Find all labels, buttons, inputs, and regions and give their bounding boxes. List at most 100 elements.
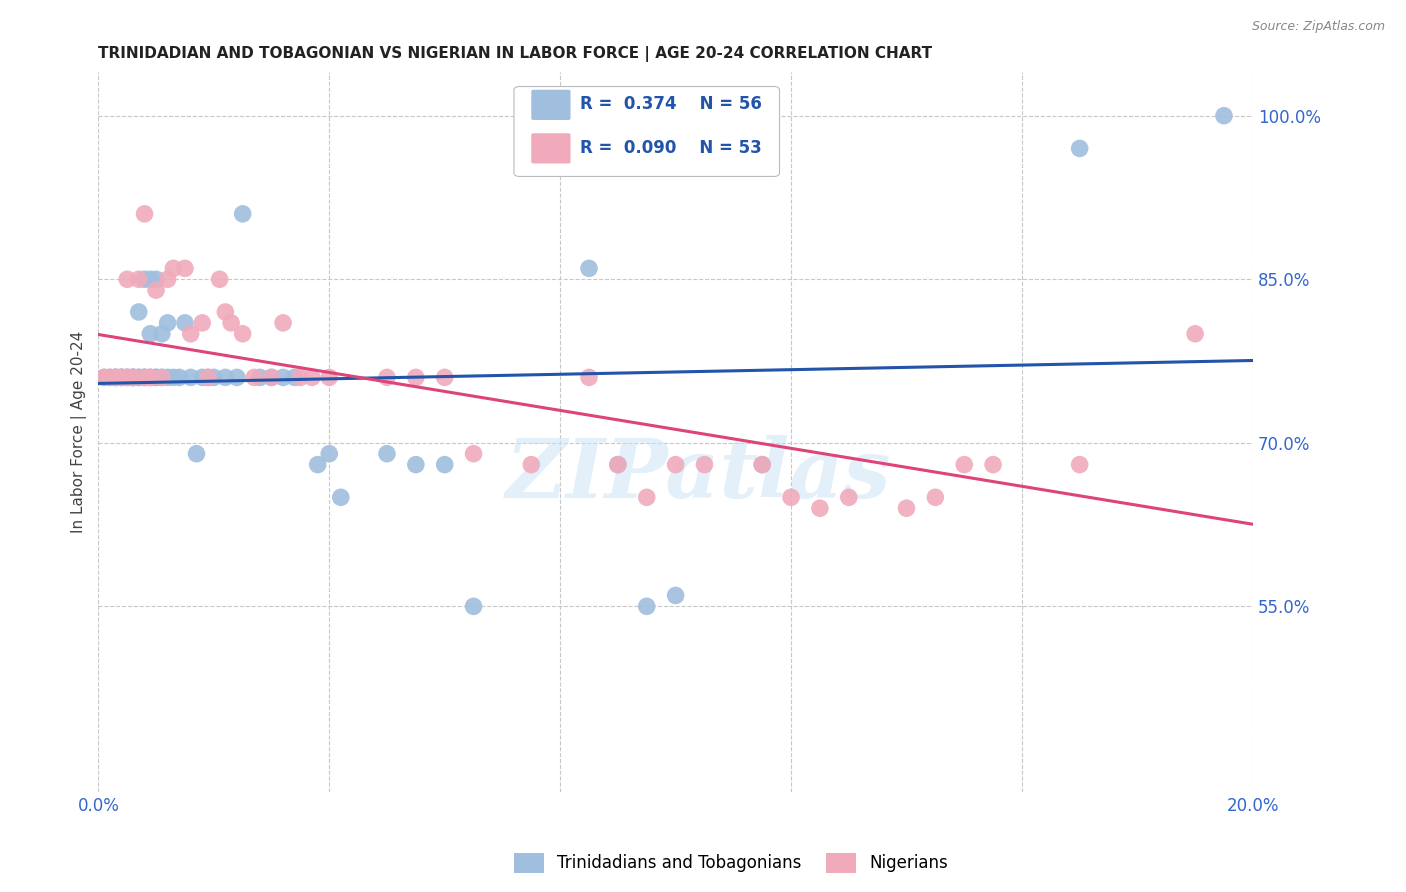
Point [180, 326, 202, 341]
Legend: Trinidadians and Tobagonians, Nigerians: Trinidadians and Tobagonians, Nigerians [508, 847, 955, 880]
Point [122, 370, 145, 384]
Point [751, 458, 773, 472]
Point [122, 370, 145, 384]
Point [115, 370, 138, 384]
Point [156, 272, 179, 286]
Point [243, 370, 266, 384]
Point [174, 261, 197, 276]
FancyBboxPatch shape [531, 90, 571, 120]
Point [150, 326, 173, 341]
Point [693, 458, 716, 472]
Point [134, 272, 156, 286]
Point [284, 370, 307, 384]
Point [128, 305, 150, 319]
Point [104, 370, 127, 384]
Point [260, 370, 283, 384]
Point [128, 272, 150, 286]
Point [249, 370, 271, 384]
Point [329, 491, 352, 505]
Y-axis label: In Labor Force | Age 20-24: In Labor Force | Age 20-24 [72, 331, 87, 533]
Point [463, 599, 485, 614]
Point [780, 491, 803, 505]
Point [606, 458, 628, 472]
Point [665, 458, 688, 472]
Point [134, 370, 156, 384]
Text: ZIPatlas: ZIPatlas [506, 435, 891, 515]
Point [110, 370, 132, 384]
Point [271, 370, 294, 384]
Point [145, 283, 167, 297]
Point [520, 458, 543, 472]
Point [134, 207, 156, 221]
Point [115, 370, 138, 384]
Point [896, 501, 918, 516]
Point [214, 370, 236, 384]
Point [174, 316, 197, 330]
Point [318, 370, 340, 384]
Point [145, 272, 167, 286]
Point [150, 370, 173, 384]
Point [139, 272, 162, 286]
Point [150, 370, 173, 384]
Point [110, 370, 132, 384]
Text: Source: ZipAtlas.com: Source: ZipAtlas.com [1251, 20, 1385, 33]
Point [433, 370, 456, 384]
Point [98, 370, 121, 384]
FancyBboxPatch shape [515, 87, 779, 177]
Point [202, 370, 225, 384]
Point [578, 261, 600, 276]
Point [225, 370, 247, 384]
Point [110, 370, 132, 384]
Point [191, 316, 214, 330]
Point [1213, 109, 1236, 123]
Point [260, 370, 283, 384]
FancyBboxPatch shape [531, 133, 571, 163]
Point [139, 326, 162, 341]
Point [271, 316, 294, 330]
Point [606, 458, 628, 472]
Point [162, 261, 184, 276]
Point [375, 370, 398, 384]
Point [405, 458, 427, 472]
Point [104, 370, 127, 384]
Point [307, 458, 329, 472]
Point [134, 370, 156, 384]
Point [139, 370, 162, 384]
Point [301, 370, 323, 384]
Point [636, 491, 658, 505]
Point [808, 501, 831, 516]
Text: R =  0.090    N = 53: R = 0.090 N = 53 [579, 138, 762, 157]
Point [208, 272, 231, 286]
Point [128, 370, 150, 384]
Point [197, 370, 219, 384]
Point [162, 370, 184, 384]
Point [93, 370, 115, 384]
Point [115, 272, 138, 286]
Point [110, 370, 132, 384]
Point [156, 316, 179, 330]
Point [232, 207, 254, 221]
Point [145, 370, 167, 384]
Point [751, 458, 773, 472]
Point [405, 370, 427, 384]
Point [128, 370, 150, 384]
Point [665, 589, 688, 603]
Point [433, 458, 456, 472]
Point [186, 447, 208, 461]
Point [104, 370, 127, 384]
Point [1069, 141, 1091, 155]
Point [1069, 458, 1091, 472]
Point [122, 370, 145, 384]
Point [1184, 326, 1206, 341]
Point [139, 370, 162, 384]
Point [191, 370, 214, 384]
Point [318, 447, 340, 461]
Point [219, 316, 242, 330]
Point [139, 370, 162, 384]
Point [134, 370, 156, 384]
Point [924, 491, 946, 505]
Point [838, 491, 860, 505]
Point [197, 370, 219, 384]
Point [98, 370, 121, 384]
Point [953, 458, 976, 472]
